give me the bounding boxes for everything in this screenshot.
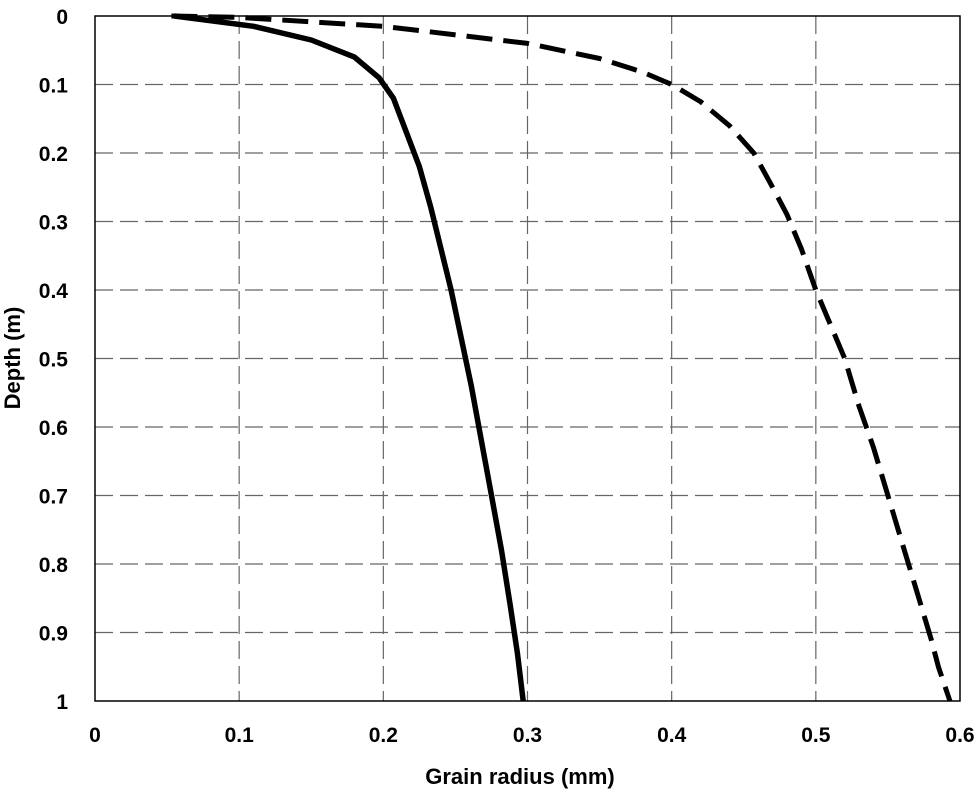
- y-tick-label: 0.9: [39, 623, 68, 646]
- y-tick-label: 0.3: [39, 212, 68, 235]
- x-tick-label: 0.6: [945, 724, 974, 747]
- y-tick-label: 0.4: [39, 280, 69, 303]
- x-tick-label: 0.3: [513, 724, 542, 747]
- y-tick-label: 0.7: [39, 486, 68, 509]
- y-tick-label: 0.6: [39, 417, 68, 440]
- plot-frame: [94, 15, 961, 702]
- y-axis-tick-labels: 0 0.1 0.2 0.3 0.4 0.5 0.6 0.7 0.8 0.9 1: [39, 6, 69, 714]
- y-tick-label: 0.5: [39, 349, 69, 372]
- x-tick-label: 0.1: [225, 724, 255, 747]
- y-tick-label: 0: [56, 6, 68, 29]
- y-tick-label: 0.2: [39, 143, 68, 166]
- y-tick-label: 0.8: [39, 554, 69, 577]
- x-axis-tick-labels: 0 0.1 0.2 0.3 0.4 0.5 0.6: [89, 724, 974, 747]
- x-axis-title: Grain radius (mm): [425, 764, 614, 789]
- series-line-dashed: [171, 13, 953, 702]
- x-tick-label: 0.5: [801, 724, 831, 747]
- x-tick-label: 0.2: [369, 724, 398, 747]
- x-tick-label: 0: [89, 724, 101, 747]
- series-line-solid: [173, 13, 526, 702]
- y-tick-label: 0.1: [39, 75, 69, 98]
- y-axis-title: Depth (m): [0, 307, 25, 410]
- y-tick-label: 1: [56, 691, 68, 714]
- x-tick-label: 0.4: [657, 724, 687, 747]
- data-series: [171, 13, 953, 702]
- grid-lines: [95, 16, 960, 701]
